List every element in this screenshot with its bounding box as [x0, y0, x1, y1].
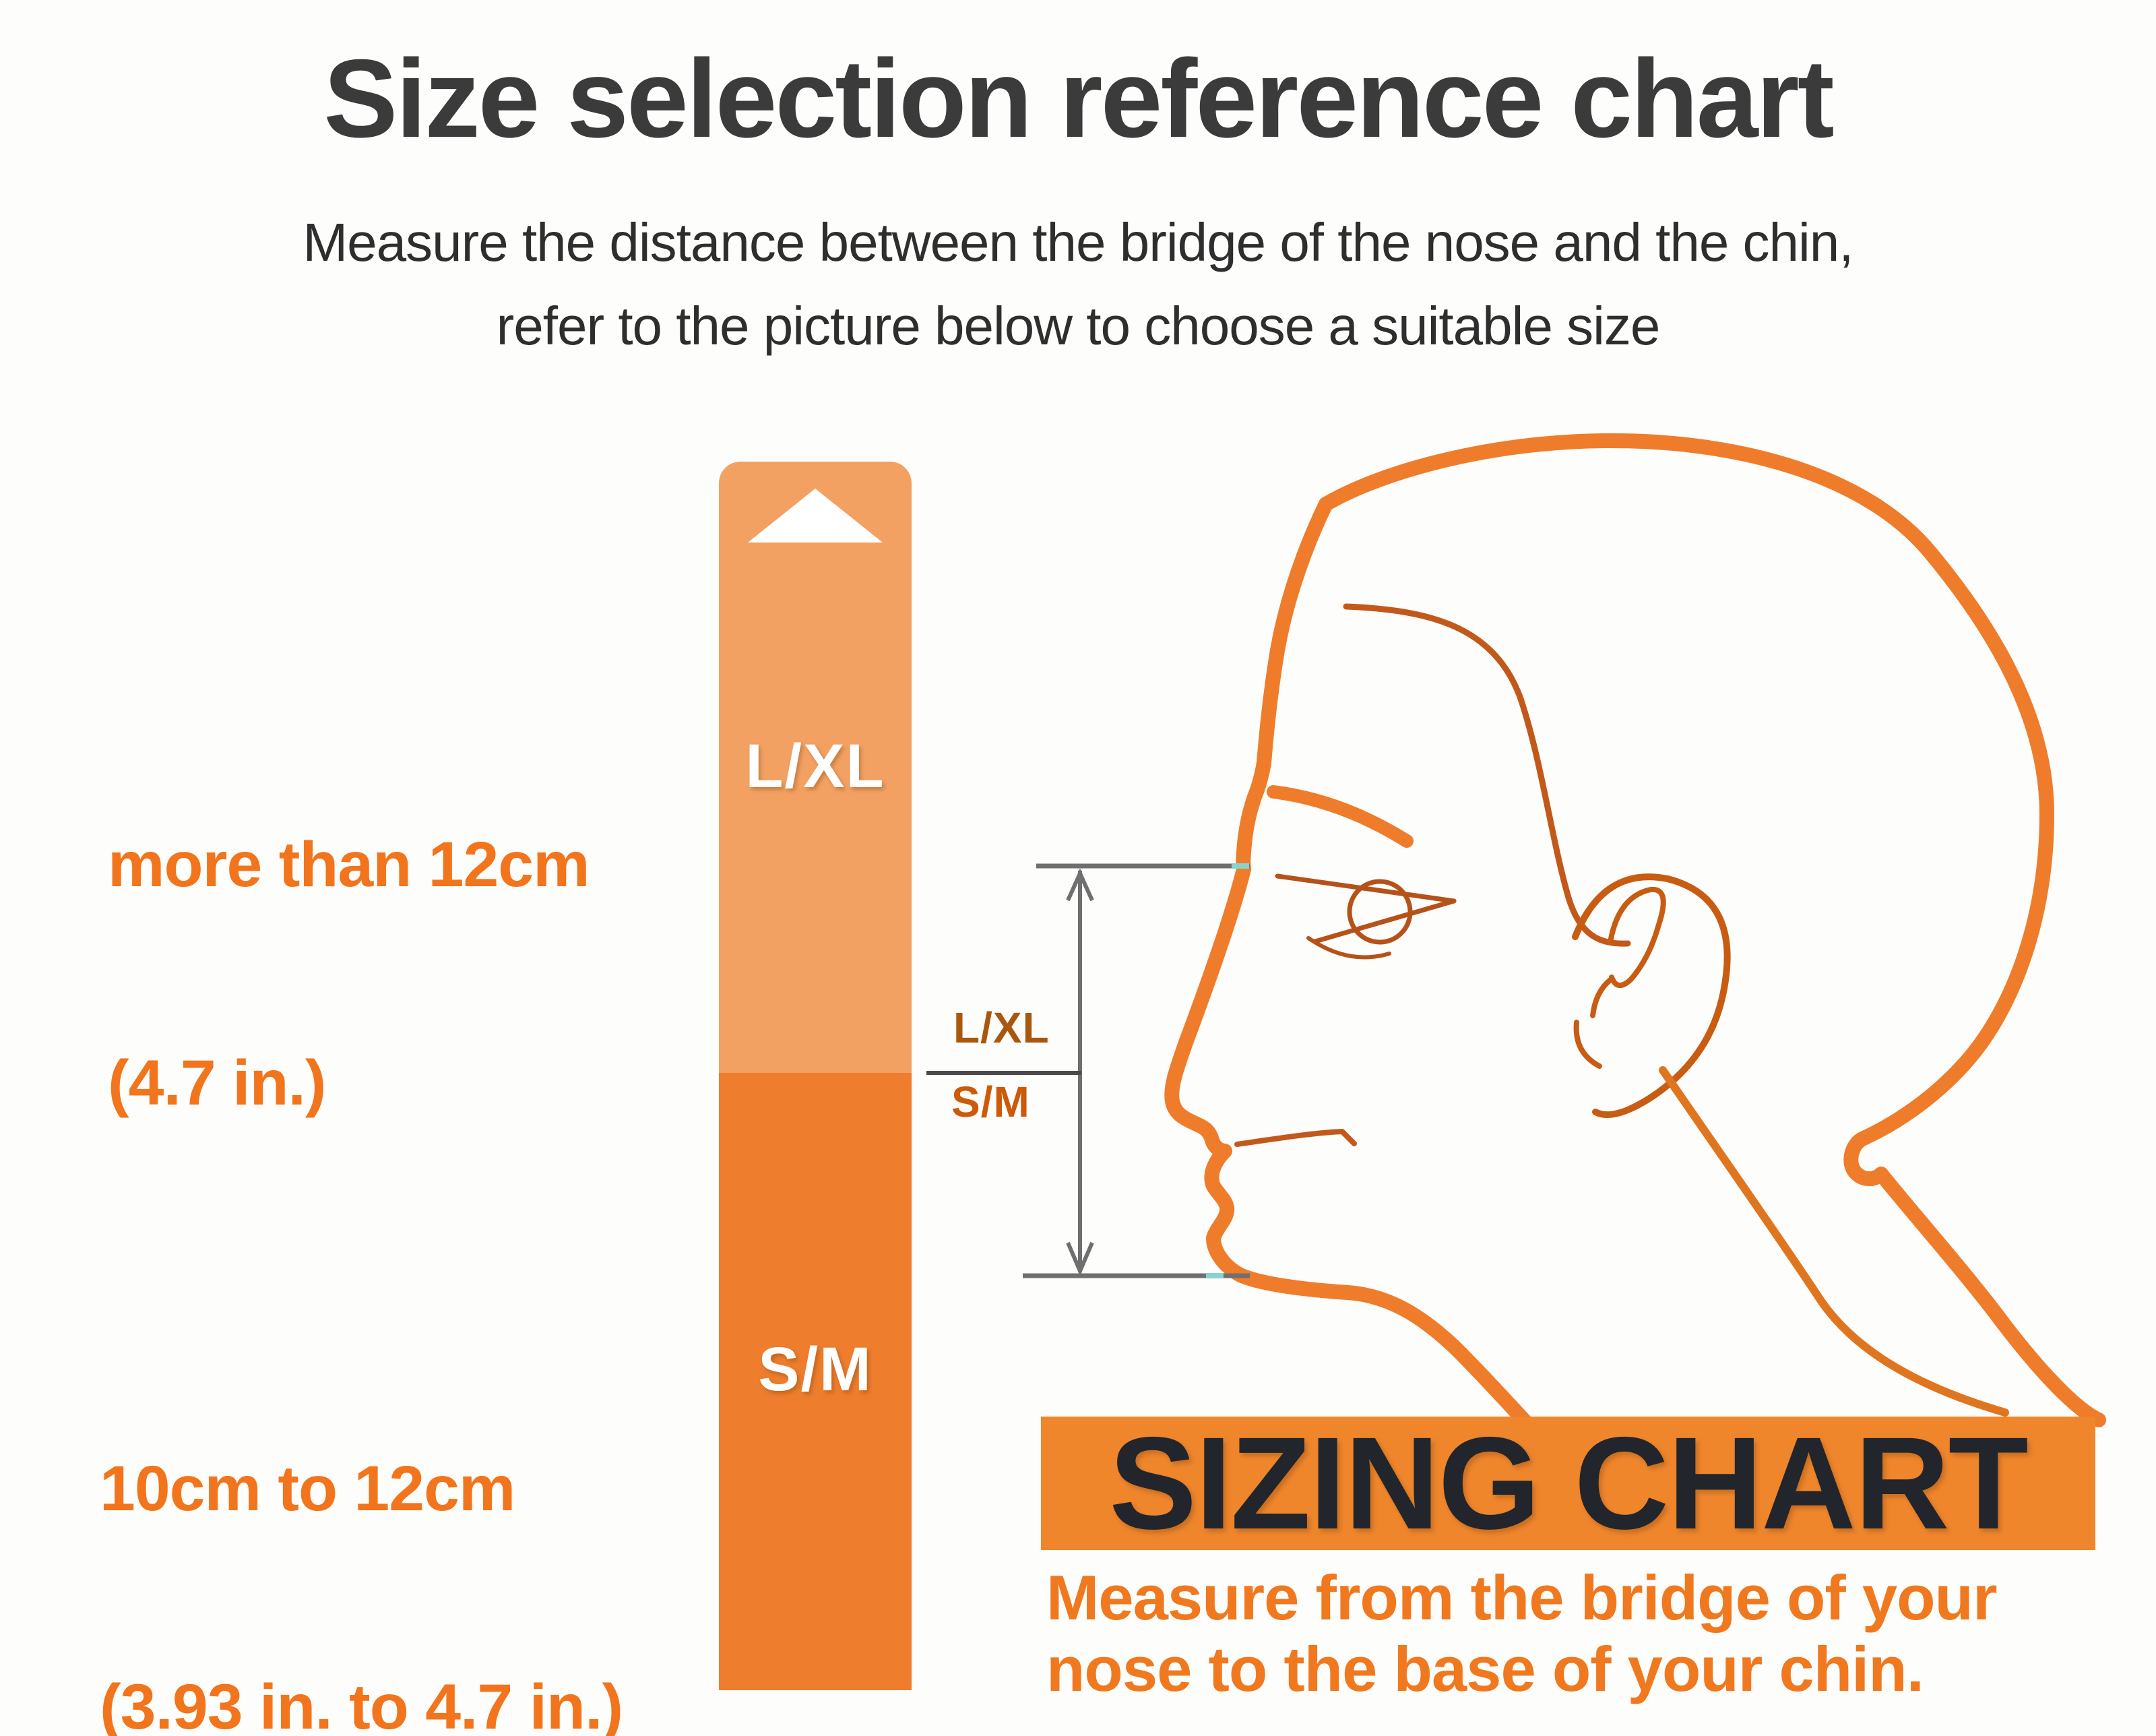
page-title: Size selection reference chart [323, 36, 1834, 160]
measure-label-sm: S/M [951, 1078, 1030, 1126]
subtitle-line-2: refer to the picture below to choose a s… [496, 296, 1661, 356]
face-profile-illustration [1164, 433, 2106, 1449]
jaw-neck-line [1659, 1066, 2009, 1417]
eyebrow-line [1267, 785, 1414, 848]
range-sm-line1: 10cm to 12cm [100, 1452, 515, 1524]
ear-outer-line [1572, 873, 1731, 1119]
subtitle-line-1: Measure the distance between the bridge … [303, 212, 1853, 272]
size-label-sm: S/M [758, 1335, 873, 1404]
ear-notch-line [1573, 1020, 1602, 1069]
range-label-sm: 10cm to 12cm (3.93 in. to 4.7 in.) [100, 1306, 623, 1736]
mouth-line [1234, 1129, 1357, 1147]
sizing-chart-description: Measure from the bridge of your nose to … [1046, 1562, 2138, 1705]
up-triangle-icon [748, 489, 883, 542]
sizing-chart-heading: SIZING CHART [1109, 1410, 2029, 1557]
range-label-lxl: more than 12cm (4.7 in.) [108, 682, 590, 1266]
arrow-up-icon [1066, 868, 1094, 902]
arrow-down-icon [1066, 1241, 1094, 1276]
size-segment-sm [719, 1073, 912, 1690]
head-outline [1319, 433, 2106, 1427]
page-subtitle: Measure the distance between the bridge … [0, 201, 2156, 368]
eye-lower-lid-line [1312, 898, 1457, 944]
eye-underline-arc [1306, 936, 1391, 960]
ear-inner-line [1608, 886, 1666, 988]
size-label-lxl: L/XL [745, 732, 885, 801]
range-lxl-line1: more than 12cm [108, 828, 590, 900]
size-segment-lxl [719, 462, 912, 1073]
sizing-desc-line2: nose to the base of your chin. [1046, 1634, 1924, 1705]
sizing-desc-line1: Measure from the bridge of your [1046, 1562, 1998, 1633]
eye-iris-circle [1347, 879, 1413, 945]
measure-label-lxl: L/XL [953, 1003, 1050, 1052]
size-scale-bar: L/XL S/M [719, 462, 912, 1690]
ear-tragus-line [1590, 977, 1613, 1018]
sizing-chart-banner: SIZING CHART [1041, 1410, 2095, 1557]
face-profile-outline [1164, 497, 1557, 1449]
range-sm-line2: (3.93 in. to 4.7 in.) [100, 1671, 623, 1736]
range-lxl-line2: (4.7 in.) [108, 1047, 327, 1119]
measurement-lines [926, 863, 1250, 1278]
eye-upper-lid-line [1275, 873, 1457, 904]
